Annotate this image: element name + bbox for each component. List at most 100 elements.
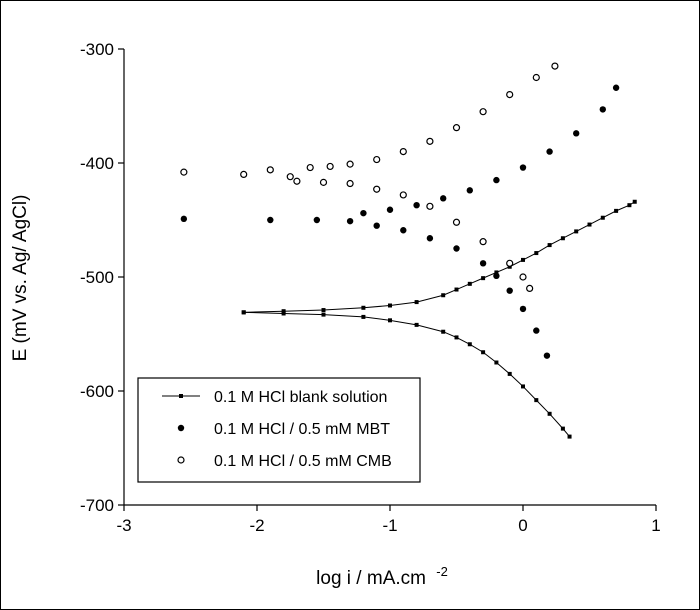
data-point bbox=[481, 276, 486, 281]
data-point bbox=[479, 238, 487, 246]
data-point bbox=[373, 222, 380, 229]
legend-item: 0.1 M HCl / 0.5 mM CMB bbox=[177, 453, 392, 470]
data-point bbox=[241, 310, 246, 315]
data-point bbox=[326, 162, 334, 171]
data-point bbox=[180, 168, 188, 176]
legend-label: 0.1 M HCl / 0.5 mM MBT bbox=[214, 421, 390, 438]
data-point bbox=[551, 62, 559, 70]
data-point bbox=[479, 260, 487, 267]
data-point bbox=[600, 215, 605, 220]
data-point bbox=[506, 90, 514, 99]
data-point bbox=[179, 394, 183, 398]
data-point bbox=[493, 176, 500, 184]
data-point bbox=[306, 163, 314, 172]
data-point bbox=[180, 215, 188, 223]
data-point bbox=[452, 124, 461, 132]
data-point bbox=[506, 259, 514, 267]
data-point bbox=[240, 170, 248, 178]
data-point bbox=[267, 216, 274, 224]
x-tick-label: -1 bbox=[382, 516, 397, 535]
data-point bbox=[479, 108, 487, 116]
data-point bbox=[399, 148, 407, 156]
data-point bbox=[399, 191, 407, 199]
data-point bbox=[388, 303, 392, 308]
x-tick-label: 1 bbox=[651, 516, 660, 535]
data-point bbox=[507, 371, 512, 376]
y-tick-label: -500 bbox=[80, 268, 114, 287]
data-point bbox=[454, 335, 459, 340]
data-point bbox=[534, 251, 539, 256]
data-point bbox=[321, 308, 326, 313]
data-point bbox=[567, 434, 572, 439]
tick-labels: -300 -400 -500 -600 -700-3 -2 -1 0 1 bbox=[80, 40, 661, 535]
data-point bbox=[506, 287, 513, 294]
legend-label: 0.1 M HCl / 0.5 mM CMB bbox=[214, 453, 392, 470]
data-point bbox=[493, 272, 500, 280]
data-point bbox=[519, 305, 527, 313]
data-point bbox=[346, 217, 354, 225]
x-axis-title: log i / mA.cm -2 bbox=[316, 564, 448, 589]
data-point bbox=[494, 270, 499, 275]
series-line bbox=[243, 201, 635, 313]
x-tick-label: -2 bbox=[249, 516, 264, 535]
data-point bbox=[587, 222, 592, 227]
data-point bbox=[281, 311, 286, 316]
x-tick-label: 0 bbox=[518, 516, 527, 535]
data-point bbox=[467, 342, 472, 347]
data-point bbox=[361, 305, 366, 310]
data-point bbox=[521, 257, 525, 262]
legend-item: 0.1 M HCl blank solution bbox=[162, 389, 387, 406]
y-tick-label: -600 bbox=[80, 382, 114, 401]
series bbox=[241, 199, 637, 439]
data-point bbox=[546, 148, 553, 155]
data-point bbox=[400, 227, 407, 234]
y-tick-label: -300 bbox=[80, 40, 114, 59]
legend-label: 0.1 M HCl blank solution bbox=[214, 389, 387, 406]
data-point bbox=[441, 329, 446, 334]
data-point bbox=[361, 314, 366, 319]
data-point bbox=[414, 322, 419, 327]
data-point bbox=[321, 312, 326, 317]
data-point bbox=[373, 155, 381, 164]
data-point bbox=[627, 203, 632, 208]
data-point bbox=[481, 350, 486, 355]
data-point bbox=[574, 229, 579, 234]
data-point bbox=[441, 293, 446, 298]
data-point bbox=[413, 201, 420, 209]
data-point bbox=[547, 411, 552, 416]
data-point bbox=[177, 456, 185, 464]
data-point bbox=[599, 106, 606, 113]
data-point bbox=[521, 384, 525, 389]
data-point bbox=[386, 206, 394, 213]
data-point bbox=[281, 309, 286, 314]
data-point bbox=[346, 160, 354, 168]
data-point bbox=[532, 73, 540, 82]
y-axis-title: E (mV vs. Ag/ AgCl) bbox=[10, 195, 31, 362]
data-point bbox=[494, 360, 499, 365]
x-axis-title-main: log i / mA.cm bbox=[316, 568, 426, 589]
x-axis-title-superscript: -2 bbox=[436, 564, 448, 579]
data-point bbox=[452, 218, 461, 226]
data-point bbox=[466, 187, 473, 194]
series bbox=[180, 84, 620, 359]
plot-area bbox=[180, 62, 637, 439]
data-point bbox=[519, 273, 527, 281]
y-tick-label: -400 bbox=[80, 154, 114, 173]
data-point bbox=[547, 243, 552, 248]
data-point bbox=[266, 166, 274, 174]
data-point bbox=[414, 300, 419, 305]
data-point bbox=[426, 202, 434, 210]
data-point bbox=[612, 84, 620, 91]
data-point bbox=[533, 327, 540, 334]
y-tick-label: -700 bbox=[80, 496, 114, 515]
data-point bbox=[614, 208, 619, 213]
data-point bbox=[360, 209, 367, 217]
data-point bbox=[388, 318, 392, 323]
legend: 0.1 M HCl blank solution 0.1 M HCl / 0.5 … bbox=[137, 377, 421, 483]
series bbox=[180, 62, 559, 292]
data-point bbox=[426, 235, 434, 242]
legend-item: 0.1 M HCl / 0.5 mM MBT bbox=[177, 421, 390, 438]
data-point bbox=[426, 137, 434, 145]
